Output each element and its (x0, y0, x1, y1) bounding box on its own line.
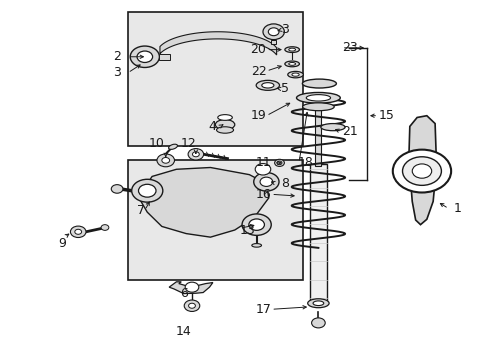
Bar (127, 160, 302, 280)
Ellipse shape (296, 93, 340, 103)
Text: 19: 19 (250, 109, 266, 122)
Circle shape (248, 219, 264, 230)
Circle shape (274, 159, 284, 166)
Polygon shape (408, 116, 436, 225)
Polygon shape (160, 32, 276, 55)
Ellipse shape (216, 127, 233, 133)
Text: 1: 1 (453, 202, 461, 215)
Ellipse shape (288, 63, 295, 65)
Ellipse shape (215, 120, 234, 130)
Text: 16: 16 (255, 188, 271, 201)
Circle shape (131, 179, 163, 202)
Circle shape (253, 172, 279, 191)
Text: 7: 7 (137, 204, 144, 217)
Circle shape (137, 51, 152, 63)
Bar (315, 102, 321, 166)
Text: 5: 5 (281, 82, 288, 95)
Text: 8: 8 (281, 177, 288, 190)
Text: 23: 23 (341, 41, 357, 54)
Ellipse shape (261, 83, 273, 88)
Circle shape (70, 226, 86, 238)
Text: 4: 4 (207, 120, 216, 133)
Ellipse shape (256, 80, 279, 90)
Circle shape (185, 282, 199, 292)
Ellipse shape (307, 299, 328, 308)
Circle shape (260, 177, 272, 186)
Circle shape (392, 150, 450, 193)
Circle shape (138, 184, 156, 197)
Text: 20: 20 (250, 43, 266, 56)
Circle shape (268, 28, 279, 36)
Circle shape (188, 149, 203, 160)
Circle shape (162, 157, 169, 163)
Ellipse shape (217, 114, 232, 120)
Ellipse shape (312, 301, 323, 306)
Circle shape (157, 154, 174, 167)
Ellipse shape (168, 144, 177, 149)
Circle shape (242, 214, 271, 235)
Circle shape (411, 164, 431, 178)
Bar (271, 40, 276, 44)
Polygon shape (169, 282, 212, 294)
Bar (309, 164, 326, 303)
Circle shape (184, 300, 200, 311)
Text: 6: 6 (180, 287, 187, 300)
Polygon shape (140, 167, 268, 237)
Ellipse shape (302, 103, 333, 111)
Ellipse shape (285, 61, 299, 67)
Text: 3: 3 (112, 66, 120, 79)
Ellipse shape (287, 71, 303, 78)
Ellipse shape (302, 79, 336, 88)
Ellipse shape (251, 244, 261, 247)
Text: 10: 10 (149, 137, 164, 150)
Text: 13: 13 (239, 224, 255, 237)
Text: 9: 9 (58, 237, 66, 250)
Ellipse shape (305, 95, 330, 101)
Text: 14: 14 (176, 325, 191, 338)
Text: 21: 21 (341, 125, 357, 138)
Circle shape (188, 303, 195, 308)
Ellipse shape (320, 123, 345, 131)
Text: 12: 12 (181, 137, 196, 150)
Circle shape (263, 24, 284, 40)
Text: 2: 2 (112, 50, 120, 63)
Circle shape (101, 225, 109, 230)
Ellipse shape (291, 73, 299, 76)
Circle shape (402, 157, 441, 185)
Circle shape (192, 152, 199, 157)
Circle shape (277, 161, 282, 165)
Circle shape (130, 46, 159, 67)
Circle shape (75, 229, 81, 234)
Ellipse shape (288, 48, 295, 51)
Text: 11: 11 (255, 156, 271, 169)
Circle shape (111, 185, 122, 193)
Text: 22: 22 (250, 64, 266, 77)
Circle shape (255, 163, 270, 175)
Text: 18: 18 (297, 156, 313, 169)
Bar (127, 12, 302, 146)
Text: 15: 15 (377, 109, 393, 122)
Text: 17: 17 (255, 303, 271, 316)
Ellipse shape (285, 47, 299, 53)
Polygon shape (159, 54, 170, 60)
Text: 3: 3 (281, 23, 288, 36)
Circle shape (311, 318, 325, 328)
